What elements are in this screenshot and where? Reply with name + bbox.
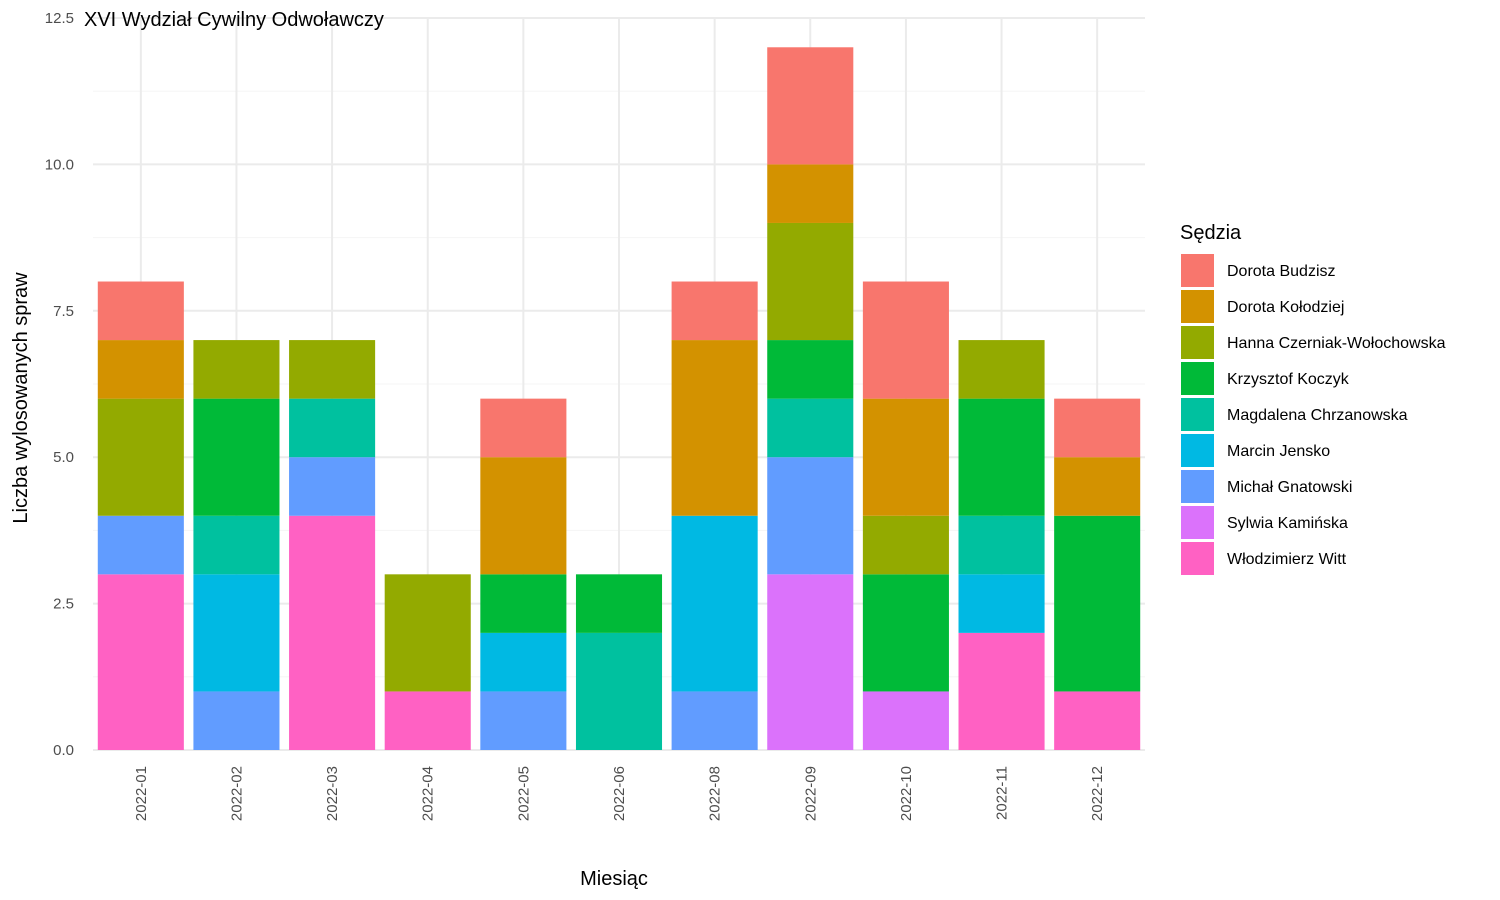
y-axis-title: Liczba wylosowanych spraw [10,272,32,524]
bar-segment [862,281,949,399]
bar-segment [1054,398,1141,458]
legend-swatch [1181,398,1214,431]
bar-segment [193,691,280,750]
bar-segment [958,340,1045,399]
bar-segment [97,574,184,750]
legend-swatch [1181,254,1214,287]
legend-swatch [1181,362,1214,395]
legend-swatch [1181,326,1214,359]
bar-segment [767,164,854,223]
x-tick-label: 2022-12 [1089,766,1106,821]
bar-segment [767,574,854,750]
bar-segment [767,457,854,575]
bar-segment [193,340,280,399]
legend-label: Marcin Jensko [1227,443,1330,460]
x-tick-label: 2022-06 [611,766,628,821]
bar-segment [1054,457,1141,516]
bar-segment [193,398,280,516]
legend-label: Magdalena Chrzanowska [1227,407,1408,424]
bar-segment [767,398,854,458]
x-axis-title: Miesiąc [580,868,648,890]
bar-segment [289,457,376,516]
bar-segment [384,574,471,692]
bar-segment [862,515,949,575]
bar-segment [289,515,376,750]
chart-title: XVI Wydział Cywilny Odwoławczy [84,9,384,31]
x-tick-label: 2022-11 [994,766,1011,820]
bar-segment [97,340,184,399]
y-tick-label: 5.0 [53,449,74,466]
x-tick-label: 2022-04 [420,766,437,821]
bar-segment [97,281,184,341]
bar-segment [862,574,949,692]
x-tick-label: 2022-01 [133,766,150,821]
bar-segment [958,632,1045,750]
legend-label: Dorota Kołodziej [1227,299,1344,316]
y-tick-label: 7.5 [53,303,74,320]
x-tick-label: 2022-05 [515,766,532,821]
legend-swatch [1181,542,1214,575]
y-tick-label: 2.5 [53,596,74,613]
legend-label: Hanna Czerniak-Wołochowska [1227,335,1446,352]
bar-segment [767,340,854,399]
legend-label: Michał Gnatowski [1227,479,1352,496]
x-tick-label: 2022-03 [324,766,341,821]
legend: Sędzia Dorota Budzisz Dorota Kołodziej Han… [1180,222,1446,575]
bar-segment [671,340,758,516]
legend-swatch [1181,470,1214,503]
legend-label: Włodzimierz Witt [1227,551,1347,568]
bar-segment [1054,691,1141,750]
bar-segment [958,515,1045,575]
y-tick-label: 0.0 [53,742,74,759]
bar-segment [767,47,854,165]
bar-segment [958,574,1045,633]
bar-segment [575,632,663,750]
legend-label: Dorota Budzisz [1227,263,1336,280]
x-tick-label: 2022-02 [228,766,245,821]
x-axis-ticks: 2022-01 2022-02 2022-03 2022-04 2022-05 2022-… [133,766,1106,821]
legend-items: Dorota Budzisz Dorota Kołodziej Hanna Czer… [1181,254,1446,575]
legend-label: Sylwia Kamińska [1227,515,1348,532]
bar-segment [384,691,471,750]
x-tick-label: 2022-08 [707,766,724,821]
y-axis-ticks: 0.0 2.5 5.0 7.5 10.0 12.5 [45,10,74,759]
bar-segment [480,574,567,633]
x-tick-label: 2022-09 [802,766,819,821]
bar-segment [193,515,280,575]
bar-segment [958,398,1045,516]
bar-segment [671,281,758,341]
y-tick-label: 10.0 [45,156,74,173]
bar-segment [289,340,376,399]
bar-segment [862,691,949,750]
x-tick-label: 2022-10 [898,766,915,821]
bar-segment [862,398,949,516]
bar-segment [97,515,184,575]
bars [97,47,1141,750]
bar-segment [289,398,376,458]
bar-segment [1054,515,1141,692]
legend-title: Sędzia [1180,222,1242,244]
bar-segment [575,574,663,633]
bar-segment [193,574,280,692]
bar-segment [767,222,854,341]
legend-swatch [1181,434,1214,467]
bar-segment [480,632,567,692]
legend-label: Krzysztof Koczyk [1227,371,1350,388]
bar-segment [480,691,567,750]
legend-swatch [1181,506,1214,539]
bar-segment [671,515,758,692]
bar-segment [97,398,184,516]
legend-swatch [1181,290,1214,323]
bar-segment [671,691,758,750]
bar-segment [480,457,567,575]
y-tick-label: 12.5 [45,10,74,27]
bar-segment [480,398,567,458]
